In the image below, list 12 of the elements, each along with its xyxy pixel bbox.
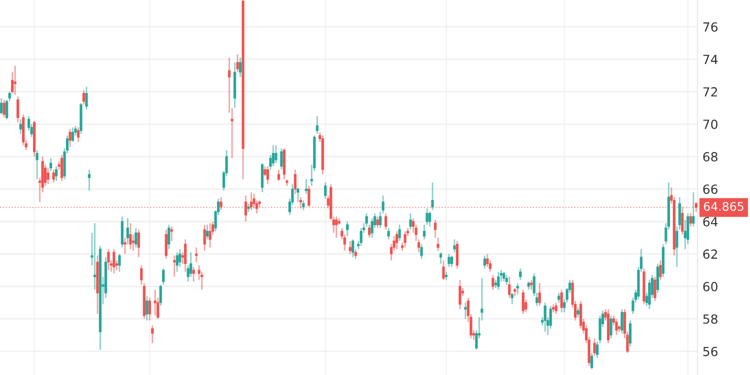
y-tick-label: 66	[703, 184, 718, 194]
y-tick-label: 74	[703, 54, 718, 64]
y-tick-label: 58	[703, 314, 718, 324]
y-tick-label: 68	[703, 152, 718, 162]
ref-line-label: 64.865	[704, 202, 744, 211]
y-tick-label: 64	[703, 216, 718, 226]
y-tick-label: 60	[703, 282, 718, 292]
y-tick-label: 56	[703, 346, 718, 356]
y-tick-label: 62	[703, 249, 718, 259]
y-tick-label: 76	[703, 22, 718, 32]
y-tick-label: 72	[703, 87, 718, 96]
y-tick-label: 70	[703, 120, 718, 130]
